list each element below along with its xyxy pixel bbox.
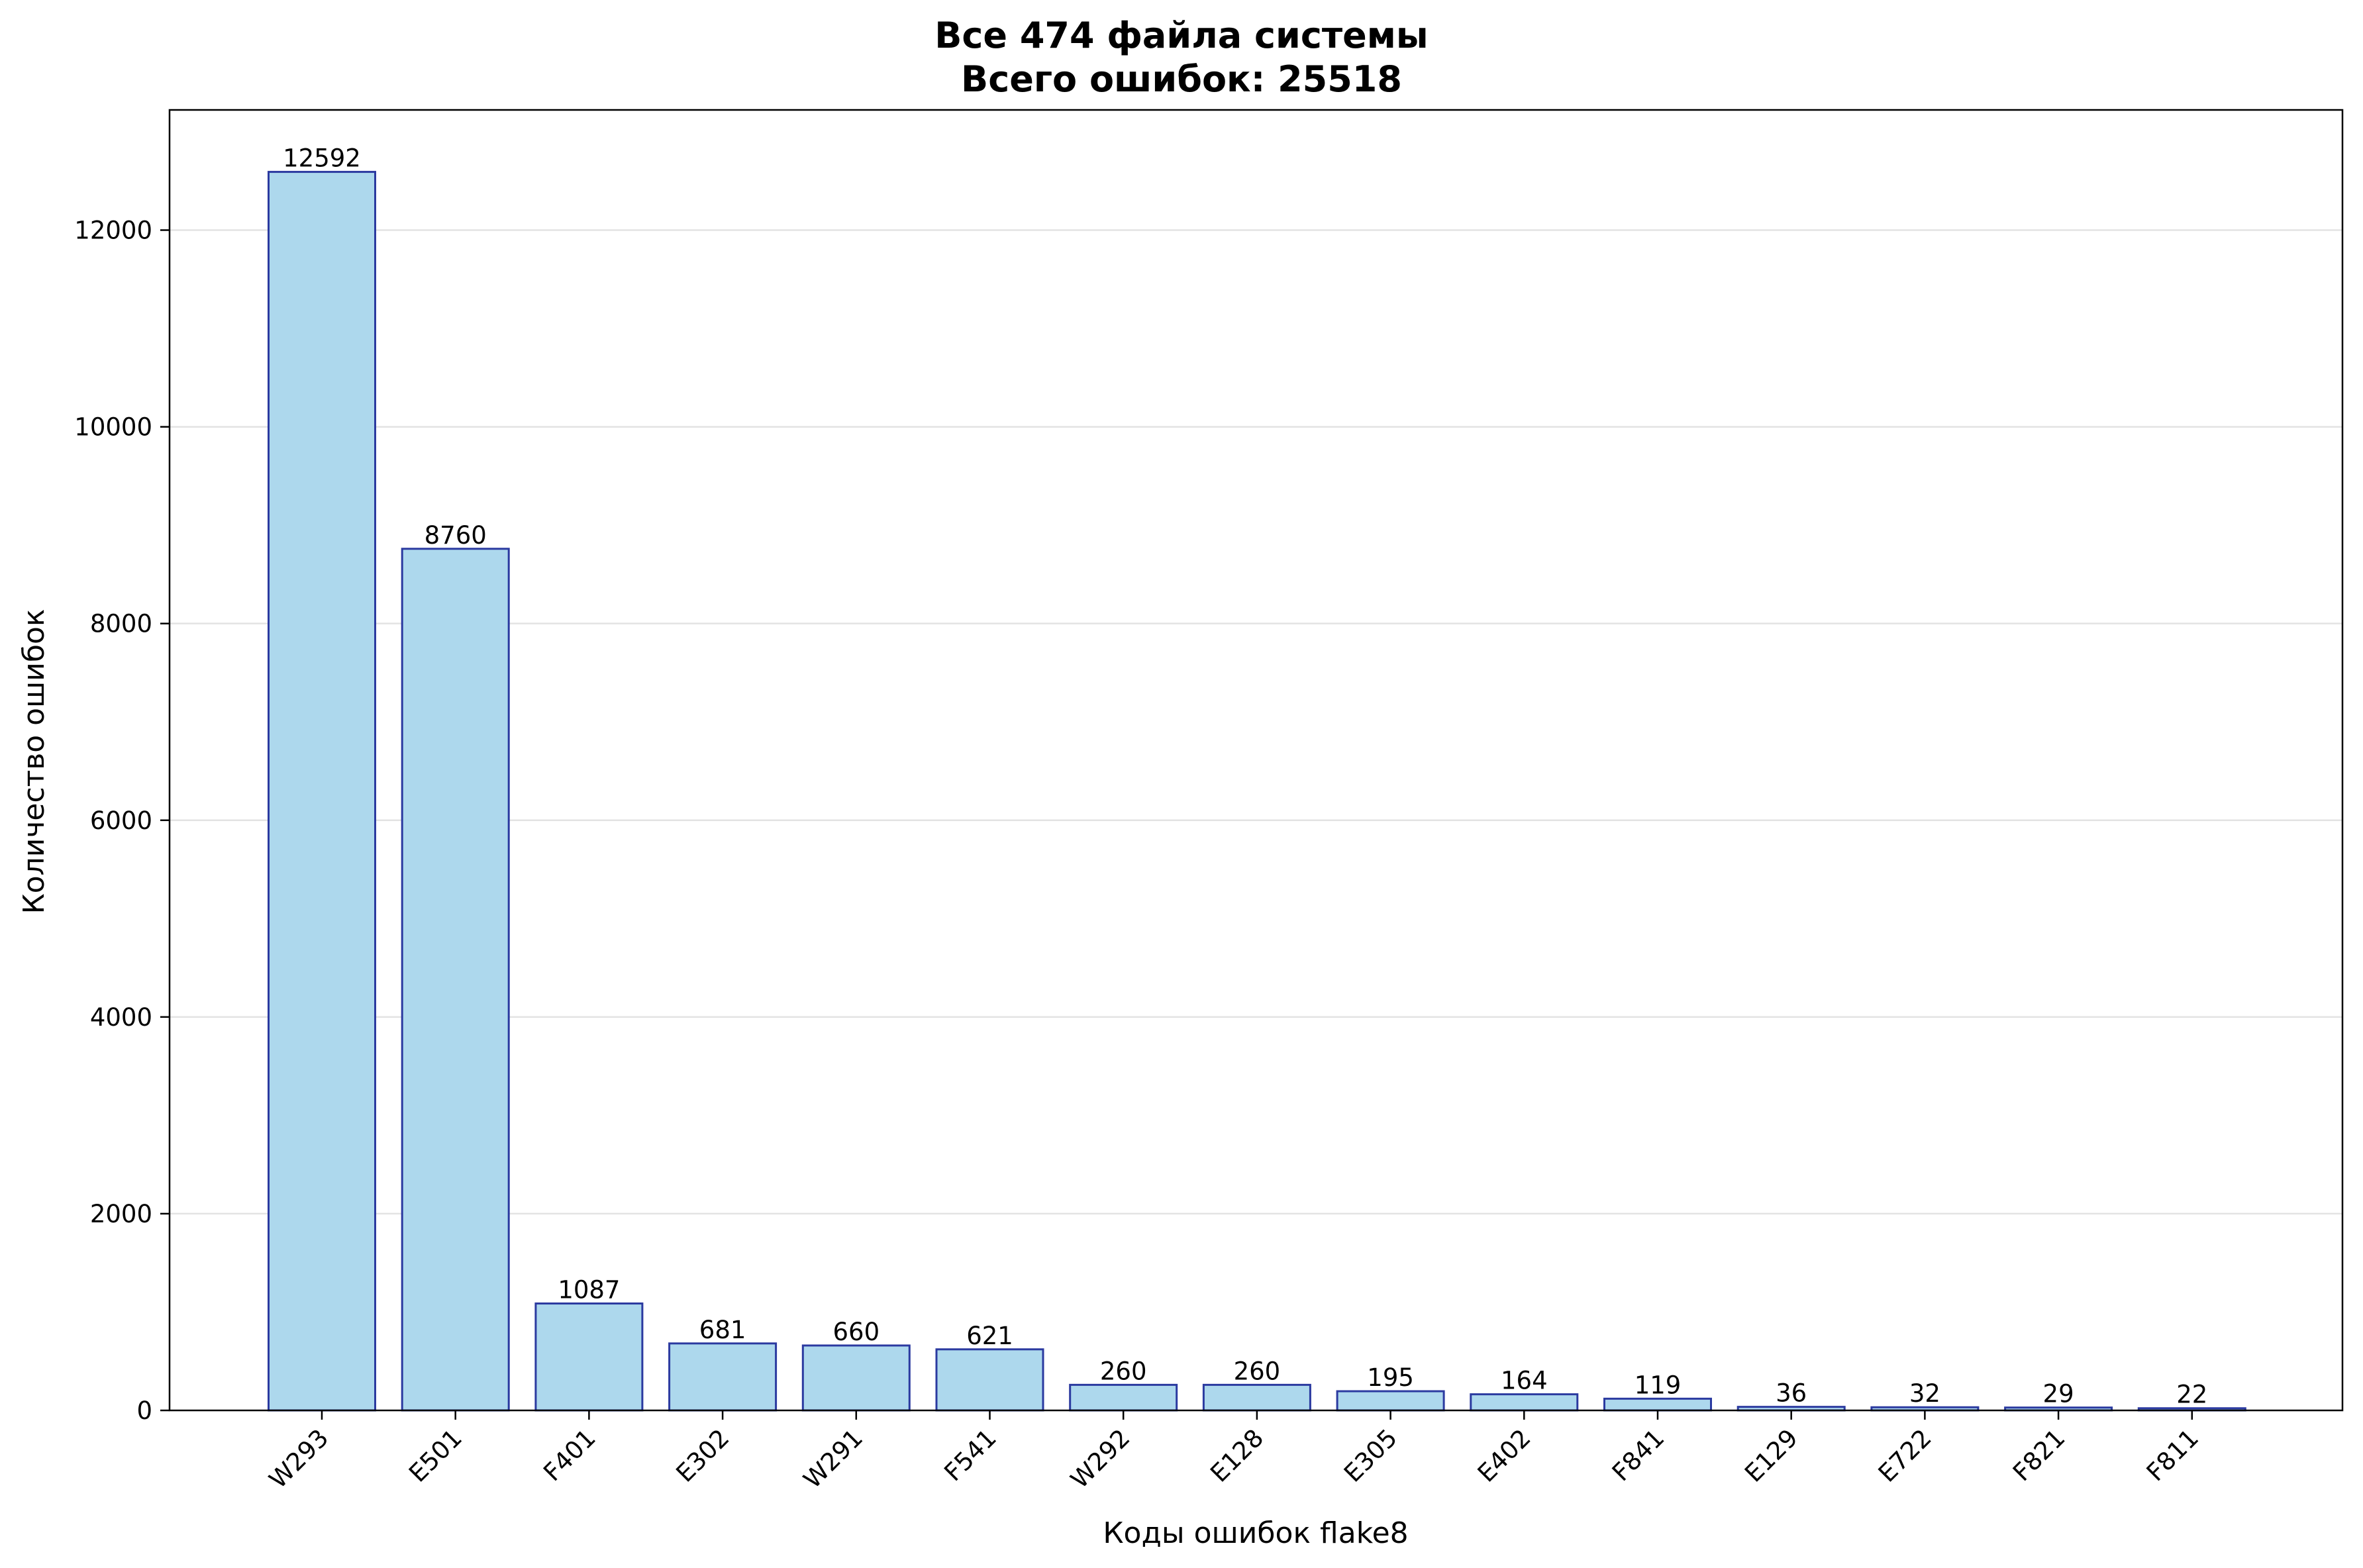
y-tick-label: 8000 bbox=[90, 610, 152, 638]
bar-e501 bbox=[401, 548, 510, 1412]
bar-value-label: 32 bbox=[1909, 1379, 1940, 1408]
y-tick-label: 10000 bbox=[74, 413, 152, 442]
y-tick-label: 6000 bbox=[90, 807, 152, 835]
bar-f541 bbox=[935, 1348, 1044, 1412]
bar-value-label: 621 bbox=[966, 1322, 1013, 1350]
y-tick-label: 0 bbox=[136, 1396, 152, 1425]
bar-value-label: 1087 bbox=[558, 1276, 620, 1304]
bar-value-label: 29 bbox=[2043, 1380, 2074, 1408]
y-tick-label: 12000 bbox=[74, 217, 152, 245]
bar-w292 bbox=[1069, 1383, 1178, 1412]
bar-value-label: 681 bbox=[699, 1316, 746, 1344]
bar-e305 bbox=[1336, 1390, 1445, 1412]
bar-value-label: 22 bbox=[2176, 1381, 2207, 1409]
bar-value-label: 260 bbox=[1234, 1357, 1281, 1385]
chart-title-line-1: Все 474 файла системы bbox=[934, 15, 1429, 56]
bar-e302 bbox=[668, 1342, 778, 1412]
bar-value-label: 36 bbox=[1776, 1379, 1807, 1408]
x-axis-label: Коды ошибок flake8 bbox=[1103, 1516, 1408, 1550]
bar-value-label: 8760 bbox=[425, 521, 487, 550]
bar-w291 bbox=[801, 1344, 911, 1412]
bar-value-label: 260 bbox=[1100, 1357, 1147, 1385]
bar-value-label: 12592 bbox=[283, 144, 361, 173]
bar-value-label: 164 bbox=[1501, 1367, 1548, 1395]
bar-value-label: 119 bbox=[1634, 1371, 1682, 1399]
bar-e128 bbox=[1202, 1383, 1311, 1412]
bar-f841 bbox=[1603, 1397, 1712, 1412]
bar-f401 bbox=[534, 1302, 644, 1412]
chart-title-line-2: Всего ошибок: 25518 bbox=[961, 58, 1402, 100]
y-axis-ticks: 0 2000 4000 6000 8000 10000 12000 bbox=[74, 217, 170, 1425]
plot-frame bbox=[168, 109, 2344, 1412]
bar-e402 bbox=[1470, 1393, 1579, 1412]
bars bbox=[268, 171, 2246, 1412]
y-axis-label: Количество ошибок bbox=[17, 609, 51, 914]
bar-value-label: 195 bbox=[1367, 1363, 1414, 1392]
y-tick-label: 2000 bbox=[90, 1200, 152, 1228]
y-tick-label: 4000 bbox=[90, 1003, 152, 1032]
bar-value-label: 660 bbox=[832, 1318, 880, 1346]
bar-w293 bbox=[268, 171, 376, 1412]
bar-value-labels: 12592 8760 1087 681 660 621 260 260 195 164 119 36 3… bbox=[283, 144, 2207, 1409]
grid-lines bbox=[170, 229, 2342, 1215]
